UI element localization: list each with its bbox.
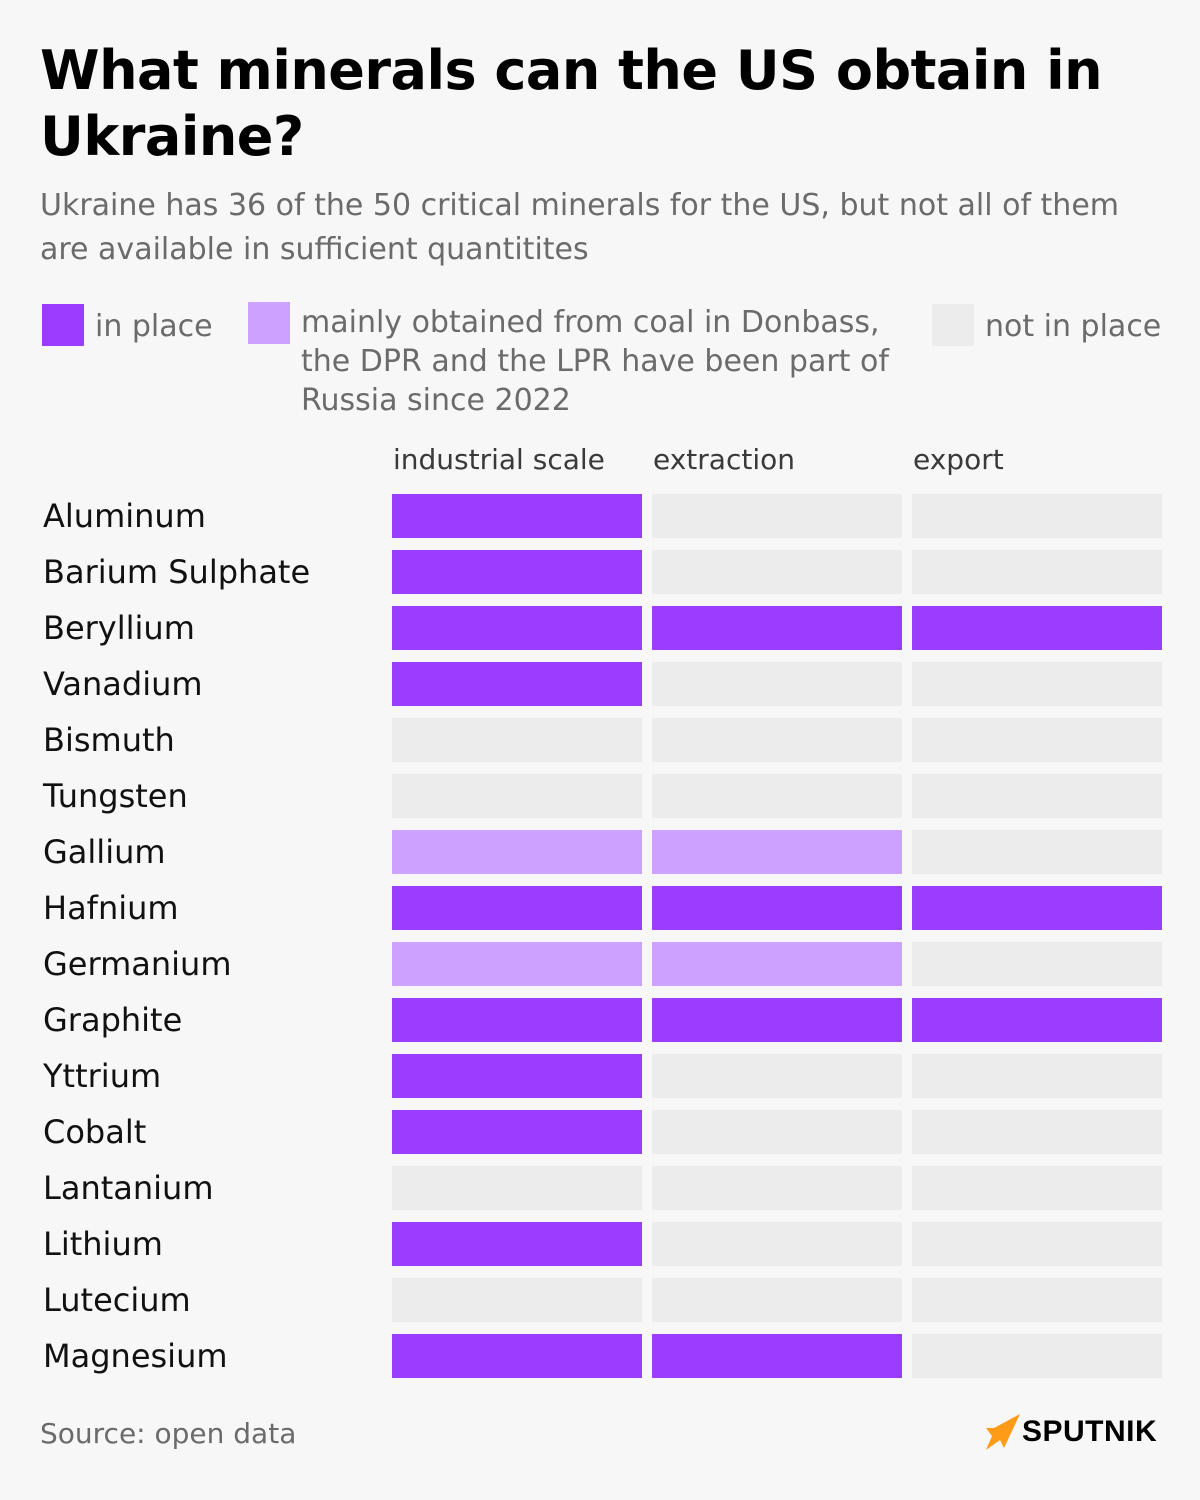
row-label-bismuth: Bismuth bbox=[43, 721, 175, 759]
cell-germanium-extraction bbox=[652, 942, 902, 986]
cell-cobalt-extraction bbox=[652, 1110, 902, 1154]
row-label-magnesium: Magnesium bbox=[43, 1337, 228, 1375]
cell-magnesium-industrial-scale bbox=[392, 1334, 642, 1378]
cell-lithium-extraction bbox=[652, 1222, 902, 1266]
cell-hafnium-industrial-scale bbox=[392, 886, 642, 930]
cell-tungsten-export bbox=[912, 774, 1162, 818]
cell-lutecium-industrial-scale bbox=[392, 1278, 642, 1322]
row-label-hafnium: Hafnium bbox=[43, 889, 179, 927]
row-label-tungsten: Tungsten bbox=[43, 777, 188, 815]
legend-swatch-not-in-place bbox=[932, 304, 974, 346]
row-label-beryllium: Beryllium bbox=[43, 609, 195, 647]
cell-lantanium-extraction bbox=[652, 1166, 902, 1210]
cell-tungsten-industrial-scale bbox=[392, 774, 642, 818]
cell-cobalt-export bbox=[912, 1110, 1162, 1154]
legend-label-not-in-place: not in place bbox=[985, 309, 1162, 344]
cell-beryllium-industrial-scale bbox=[392, 606, 642, 650]
cell-graphite-extraction bbox=[652, 998, 902, 1042]
cell-lutecium-extraction bbox=[652, 1278, 902, 1322]
row-label-gallium: Gallium bbox=[43, 833, 166, 871]
cell-beryllium-extraction bbox=[652, 606, 902, 650]
cell-lithium-industrial-scale bbox=[392, 1222, 642, 1266]
cell-yttrium-export bbox=[912, 1054, 1162, 1098]
cell-barium-sulphate-extraction bbox=[652, 550, 902, 594]
cell-barium-sulphate-export bbox=[912, 550, 1162, 594]
row-label-lutecium: Lutecium bbox=[43, 1281, 191, 1319]
cell-gallium-export bbox=[912, 830, 1162, 874]
row-label-yttrium: Yttrium bbox=[43, 1057, 162, 1095]
cell-bismuth-extraction bbox=[652, 718, 902, 762]
source-note: Source: open data bbox=[40, 1417, 297, 1450]
cell-bismuth-industrial-scale bbox=[392, 718, 642, 762]
cell-lantanium-industrial-scale bbox=[392, 1166, 642, 1210]
legend-label-coal-donbass: mainly obtained from coal in Donbass, th… bbox=[301, 305, 889, 418]
cell-yttrium-industrial-scale bbox=[392, 1054, 642, 1098]
cell-aluminum-industrial-scale bbox=[392, 494, 642, 538]
cell-aluminum-extraction bbox=[652, 494, 902, 538]
cell-lithium-export bbox=[912, 1222, 1162, 1266]
row-label-cobalt: Cobalt bbox=[43, 1113, 147, 1151]
row-label-barium-sulphate: Barium Sulphate bbox=[43, 553, 311, 591]
cell-graphite-industrial-scale bbox=[392, 998, 642, 1042]
cell-vanadium-export bbox=[912, 662, 1162, 706]
cell-vanadium-industrial-scale bbox=[392, 662, 642, 706]
sputnik-logo: SPUTNIK bbox=[984, 1412, 1164, 1452]
cell-gallium-industrial-scale bbox=[392, 830, 642, 874]
cell-magnesium-extraction bbox=[652, 1334, 902, 1378]
column-header-export: export bbox=[913, 443, 1004, 476]
cell-cobalt-industrial-scale bbox=[392, 1110, 642, 1154]
row-label-germanium: Germanium bbox=[43, 945, 232, 983]
row-label-graphite: Graphite bbox=[43, 1001, 183, 1039]
cell-graphite-export bbox=[912, 998, 1162, 1042]
sputnik-logo-icon bbox=[986, 1414, 1020, 1450]
cell-beryllium-export bbox=[912, 606, 1162, 650]
cell-tungsten-extraction bbox=[652, 774, 902, 818]
row-label-vanadium: Vanadium bbox=[43, 665, 203, 703]
cell-aluminum-export bbox=[912, 494, 1162, 538]
row-label-lantanium: Lantanium bbox=[43, 1169, 214, 1207]
legend-label-in-place: in place bbox=[95, 309, 213, 344]
cell-vanadium-extraction bbox=[652, 662, 902, 706]
cell-barium-sulphate-industrial-scale bbox=[392, 550, 642, 594]
cell-magnesium-export bbox=[912, 1334, 1162, 1378]
sputnik-logo-text: SPUTNIK bbox=[1022, 1415, 1158, 1448]
row-label-aluminum: Aluminum bbox=[43, 497, 206, 535]
column-header-extraction: extraction bbox=[653, 443, 795, 476]
cell-lantanium-export bbox=[912, 1166, 1162, 1210]
cell-hafnium-export bbox=[912, 886, 1162, 930]
cell-lutecium-export bbox=[912, 1278, 1162, 1322]
row-label-lithium: Lithium bbox=[43, 1225, 163, 1263]
cell-yttrium-extraction bbox=[652, 1054, 902, 1098]
legend-swatch-coal-donbass bbox=[248, 302, 290, 344]
legend-swatch-in-place bbox=[42, 304, 84, 346]
cell-gallium-extraction bbox=[652, 830, 902, 874]
cell-germanium-industrial-scale bbox=[392, 942, 642, 986]
cell-hafnium-extraction bbox=[652, 886, 902, 930]
cell-bismuth-export bbox=[912, 718, 1162, 762]
cell-germanium-export bbox=[912, 942, 1162, 986]
column-header-industrial-scale: industrial scale bbox=[393, 443, 605, 476]
subtitle: Ukraine has 36 of the 50 critical minera… bbox=[40, 188, 1120, 267]
page-title: What minerals can the US obtain in Ukrai… bbox=[40, 39, 1103, 168]
